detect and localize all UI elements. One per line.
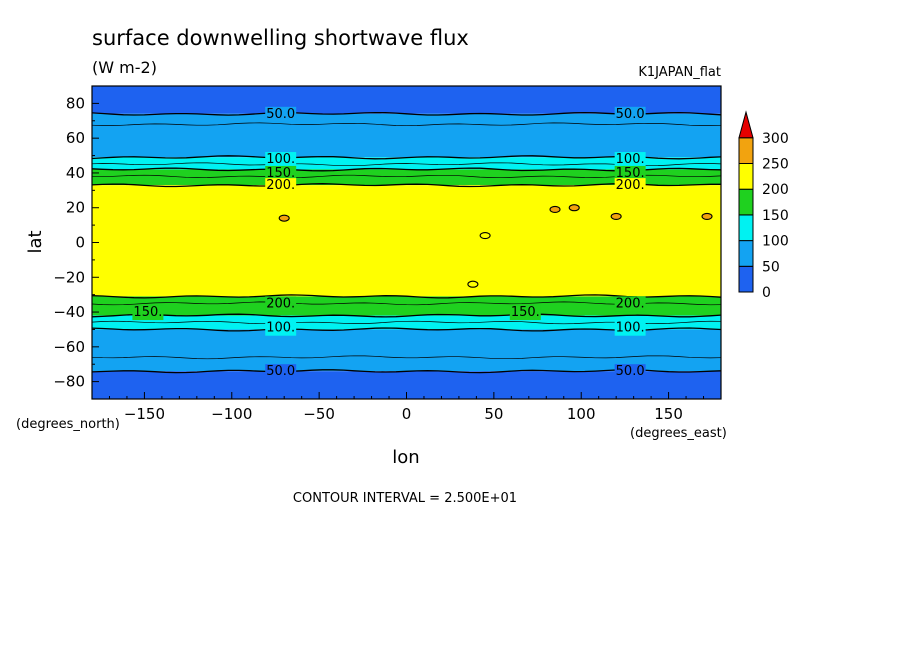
chart-title: surface downwelling shortwave flux [92, 26, 469, 50]
y-tick-label: 40 [66, 164, 85, 182]
contour-patch-5 [467, 280, 479, 288]
colorbar-segment [738, 214, 754, 242]
x-axis: −150 −100 −50 0 50 100 150 [108, 392, 705, 423]
contour-label-bg [265, 178, 297, 194]
colorbar-segment [738, 137, 754, 165]
x-tick-label: 0 [402, 405, 412, 423]
colorbar-tick-label: 100 [762, 234, 789, 250]
contour-label: 50.0 [616, 107, 645, 122]
contour-label-bg [614, 152, 646, 168]
contour-patches [278, 204, 713, 288]
contour-label-bg [509, 305, 541, 321]
contour-line-200 [91, 294, 722, 299]
contour-label: 50.0 [266, 364, 295, 379]
contour-label: 100. [616, 321, 645, 336]
y-tick-label: −60 [53, 338, 85, 356]
contour-label-bg [614, 320, 646, 336]
contour-label: 200. [616, 178, 645, 193]
y-axis: 80 60 40 20 0 −20 −40 −60 −80 [53, 94, 99, 391]
x-tick-label: 50 [484, 405, 503, 423]
colorbar-tick-label: 300 [762, 131, 789, 147]
contour-label: 150. [133, 305, 162, 320]
contour-line-75 [91, 355, 722, 360]
contour-label-bg [265, 364, 297, 380]
y-tick-label: 60 [66, 129, 85, 147]
colorbar-tick-label: 150 [762, 208, 789, 224]
plot-area [92, 86, 721, 399]
colorbar-segment [738, 163, 754, 190]
contour-band-6 [92, 315, 721, 330]
contour-label-bg [614, 178, 646, 194]
contour-label: 150. [616, 166, 645, 181]
contour-patch-6 [479, 231, 491, 240]
contour-patch-1 [549, 205, 561, 214]
colorbar-arrow [738, 110, 754, 139]
colorbar-segment [738, 188, 754, 216]
colorbar-tick-label: 50 [762, 259, 780, 275]
contour-patch-2 [568, 204, 580, 212]
y-units-label: (degrees_north) [16, 417, 120, 432]
contour-label-bg [265, 296, 297, 312]
y-tick-label: 80 [66, 94, 85, 112]
colorbar: 0 50 100 150 200 250 300 [738, 110, 789, 301]
colorbar-tick-label: 200 [762, 182, 789, 198]
contour-patch-3 [610, 212, 622, 220]
contour-label-bg [265, 165, 297, 181]
contour-label-bg [132, 305, 164, 321]
contour-label: 50.0 [616, 364, 645, 379]
y-tick-label: 20 [66, 199, 85, 217]
x-tick-label: 150 [654, 405, 683, 423]
colorbar-tick-label: 250 [762, 157, 789, 173]
contour-label-bg [265, 320, 297, 336]
contour-label: 150. [511, 305, 540, 320]
contour-patch-4 [701, 212, 713, 220]
x-axis-label: lon [392, 447, 419, 468]
contour-label: 100. [266, 152, 295, 167]
x-tick-label: −50 [303, 405, 335, 423]
contour-label: 100. [616, 152, 645, 167]
x-tick-label: −150 [124, 405, 165, 423]
y-tick-label: −20 [53, 268, 85, 286]
contour-label-bg [265, 106, 297, 122]
dataset-label: K1JAPAN_flat [638, 65, 721, 80]
contour-patch-0 [278, 214, 290, 222]
chart-units: (W m-2) [92, 58, 157, 77]
contour-label: 200. [266, 296, 295, 311]
contour-band-5 [92, 296, 721, 316]
contour-line-75 [91, 122, 722, 127]
contour-band-3 [92, 169, 721, 186]
colorbar-segment [738, 265, 754, 293]
contour-interval-note: CONTOUR INTERVAL = 2.500E+01 [293, 491, 517, 506]
contour-label-bg [614, 106, 646, 122]
y-axis-label: lat [25, 230, 46, 253]
colorbar-segment [738, 240, 754, 267]
x-units-label: (degrees_east) [630, 426, 727, 441]
y-tick-label: −80 [53, 373, 85, 391]
contour-line-150 [91, 313, 722, 318]
y-tick-label: 0 [75, 234, 85, 252]
contour-label: 50.0 [266, 107, 295, 122]
contour-label-bg [265, 152, 297, 168]
contour-label: 200. [616, 296, 645, 311]
contour-label: 100. [266, 321, 295, 336]
contour-label: 200. [266, 178, 295, 193]
contour-label-bg [614, 165, 646, 181]
x-tick-label: 100 [567, 405, 596, 423]
contour-band-4 [92, 185, 721, 297]
colorbar-tick-label: 0 [762, 285, 771, 301]
contour-label: 150. [266, 166, 295, 181]
contour-label-bg [614, 296, 646, 312]
y-tick-label: −40 [53, 303, 85, 321]
contour-label-bg [614, 364, 646, 380]
x-tick-label: −100 [211, 405, 252, 423]
